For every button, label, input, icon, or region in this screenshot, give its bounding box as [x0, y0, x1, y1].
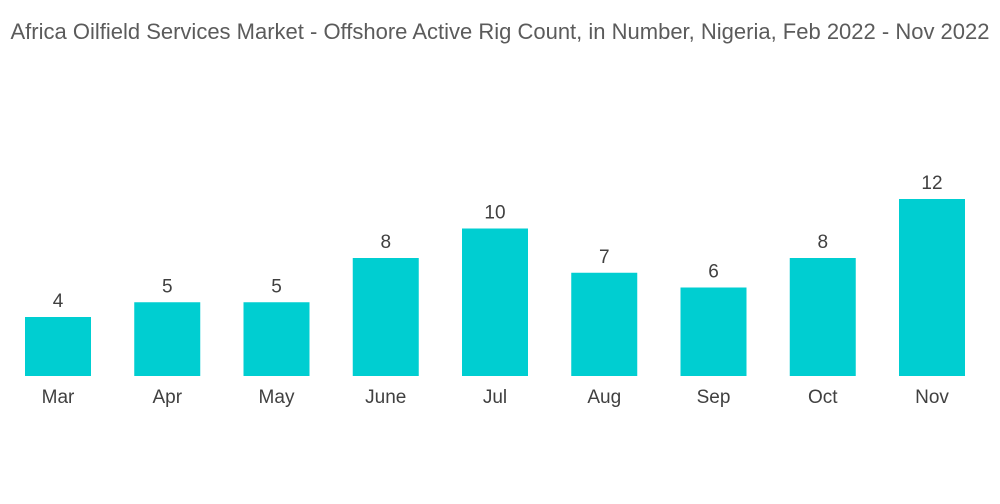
- bar-oct: [789, 258, 856, 376]
- bars-layer: [25, 199, 965, 376]
- value-label-may: 5: [271, 276, 282, 297]
- value-label-sep: 6: [708, 262, 719, 283]
- x-tick-label-mar: Mar: [42, 387, 75, 408]
- bar-june: [352, 258, 419, 376]
- value-label-aug: 7: [599, 247, 610, 268]
- bar-jul: [462, 228, 528, 376]
- x-tick-label-oct: Oct: [808, 387, 838, 408]
- x-tick-label-jul: Jul: [483, 387, 507, 408]
- x-axis-tick-labels: Mar Apr May June Jul Aug Sep Oct Nov: [42, 387, 950, 408]
- x-tick-label-may: May: [259, 387, 295, 408]
- bar-aug: [571, 272, 638, 376]
- bar-mar: [25, 317, 91, 376]
- x-tick-label-aug: Aug: [587, 387, 621, 408]
- value-labels-layer: 4 5 5 8 10 7 6 8 12: [53, 173, 943, 312]
- bar-sep: [680, 287, 747, 376]
- x-tick-label-sep: Sep: [697, 387, 731, 408]
- x-tick-label-june: June: [365, 387, 406, 408]
- value-label-jul: 10: [484, 203, 505, 224]
- value-label-mar: 4: [53, 291, 64, 312]
- x-tick-label-apr: Apr: [152, 387, 182, 408]
- chart-title: Africa Oilfield Services Market - Offsho…: [10, 19, 990, 44]
- bar-may: [243, 302, 310, 376]
- bar-apr: [134, 302, 201, 376]
- bar-nov: [899, 199, 965, 376]
- value-label-oct: 8: [817, 232, 828, 253]
- value-label-apr: 5: [162, 276, 173, 297]
- x-tick-label-nov: Nov: [915, 387, 949, 408]
- value-label-nov: 12: [921, 173, 942, 194]
- value-label-june: 8: [380, 232, 391, 253]
